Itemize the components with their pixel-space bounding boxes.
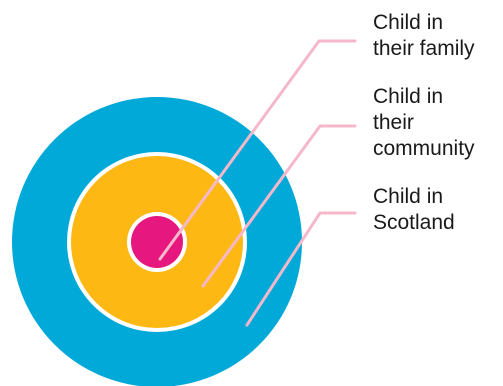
label-child-in-scotland: Child in Scotland [373,184,455,236]
label-community-line-2: their [373,111,414,134]
label-family-line-2: their family [373,37,475,60]
label-community-line-3: community [373,137,475,160]
label-child-in-their-community: Child in their community [373,84,475,162]
label-child-in-their-family: Child in their family [373,10,475,62]
label-community-line-1: Child in [373,85,444,108]
label-scotland-line-1: Child in [373,185,444,208]
label-scotland-line-2: Scotland [373,211,455,234]
label-family-line-1: Child in [373,11,444,34]
leader-line-scotland [245,211,357,327]
leader-line-community [201,124,357,288]
leader-line-family [158,39,357,261]
ring-family [131,216,183,268]
